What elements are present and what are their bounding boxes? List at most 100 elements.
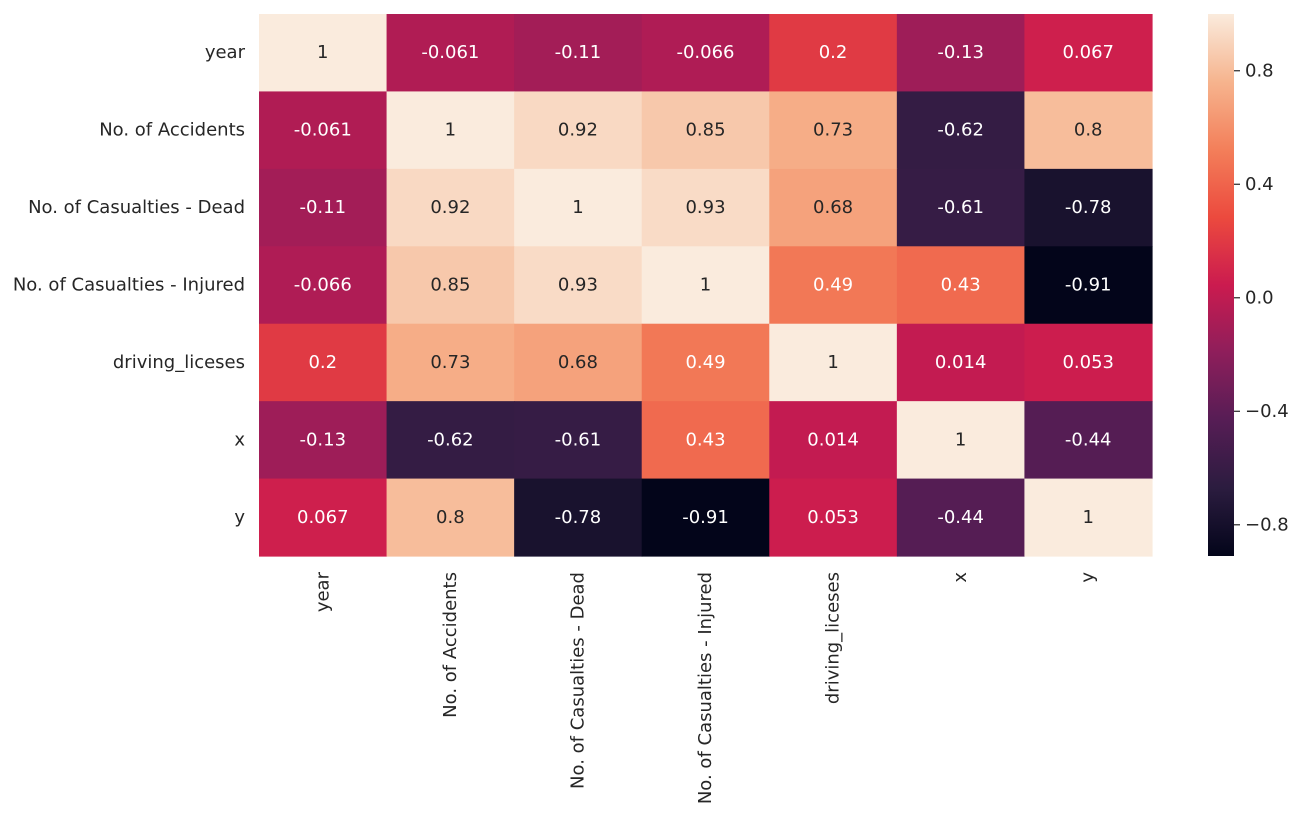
heatmap-cell <box>514 478 643 557</box>
heatmap-cell <box>641 91 770 170</box>
cell-annotation: 1 <box>700 275 711 296</box>
cell-annotation: 0.49 <box>685 352 725 373</box>
colorbar-tick-label: 0.4 <box>1245 174 1274 195</box>
cell-annotation: -0.61 <box>937 197 984 218</box>
heatmap-cell <box>386 168 515 247</box>
heatmap-cell <box>259 401 388 480</box>
cell-annotation: 0.92 <box>430 197 470 218</box>
row-label: y <box>234 507 245 528</box>
cell-annotation: -0.61 <box>555 429 602 450</box>
cell-annotation: 1 <box>827 352 838 373</box>
cell-annotation: -0.066 <box>294 275 352 296</box>
colorbar-tick-label: 0.0 <box>1245 287 1274 308</box>
cell-annotation: 0.8 <box>1074 120 1103 141</box>
row-label: x <box>234 429 245 450</box>
cell-annotation: 0.067 <box>1062 42 1114 63</box>
cell-annotation: -0.62 <box>427 429 474 450</box>
column-labels: year No. of Accidents No. of Casualties - … <box>312 571 1098 804</box>
heatmap-cell <box>769 478 898 557</box>
heatmap-cell <box>386 91 515 170</box>
row-label: No. of Accidents <box>99 120 245 141</box>
cell-annotation: 0.014 <box>935 352 987 373</box>
heatmap-cell <box>514 323 643 402</box>
heatmap-cell <box>896 323 1026 402</box>
cell-annotation: 0.85 <box>430 275 470 296</box>
heatmap-cell <box>386 246 515 325</box>
heatmap-cell <box>1024 168 1153 247</box>
heatmap-cell <box>641 246 770 325</box>
heatmap-cell <box>769 401 898 480</box>
cell-annotation: -0.91 <box>682 507 729 528</box>
colorbar-gradient <box>1208 14 1234 556</box>
colorbar-tick-label: 0.8 <box>1245 60 1274 81</box>
cell-annotation: 0.2 <box>819 42 848 63</box>
cell-annotation: 0.85 <box>685 120 725 141</box>
cell-annotation: -0.44 <box>937 507 984 528</box>
row-label: No. of Casualties - Dead <box>28 197 245 218</box>
heatmap-cell <box>769 246 898 325</box>
cell-annotation: -0.11 <box>555 42 602 63</box>
cell-annotation: -0.78 <box>1065 197 1112 218</box>
colorbar-tick-label: −0.4 <box>1245 401 1289 422</box>
cell-annotation: -0.11 <box>299 197 346 218</box>
cell-annotation: -0.62 <box>937 120 984 141</box>
column-label: year <box>312 571 333 612</box>
heatmap-cell <box>641 401 770 480</box>
row-label: No. of Casualties - Injured <box>13 275 245 296</box>
heatmap-cell <box>896 246 1026 325</box>
cell-annotation: -0.13 <box>299 429 346 450</box>
heatmap-cell <box>769 14 898 93</box>
heatmap-cell <box>514 91 643 170</box>
row-labels: year No. of Accidents No. of Casualties - … <box>13 42 246 528</box>
heatmap-cell <box>1024 14 1153 93</box>
heatmap-cell <box>769 168 898 247</box>
heatmap-cell <box>1024 323 1153 402</box>
heatmap-cell <box>386 323 515 402</box>
cell-annotation: 0.43 <box>685 429 725 450</box>
cell-annotation: 0.053 <box>1062 352 1114 373</box>
heatmap-cell <box>514 168 643 247</box>
cell-annotation: 0.93 <box>558 275 598 296</box>
heatmap-cell <box>259 14 388 93</box>
cell-annotation: -0.44 <box>1065 429 1112 450</box>
cell-annotation: 0.73 <box>430 352 470 373</box>
cell-annotation: -0.066 <box>676 42 734 63</box>
heatmap-cell <box>641 478 770 557</box>
cell-annotation: 0.43 <box>941 275 981 296</box>
cell-annotation: 0.014 <box>807 429 859 450</box>
column-label: x <box>950 572 971 583</box>
cell-annotation: 0.92 <box>558 120 598 141</box>
column-label: No. of Accidents <box>440 572 461 718</box>
cell-annotation: 0.68 <box>558 352 598 373</box>
cell-annotation: 0.8 <box>436 507 465 528</box>
row-label: year <box>205 42 246 63</box>
heatmap-cell <box>1024 91 1153 170</box>
heatmap-cell <box>1024 246 1153 325</box>
heatmap-cell <box>896 478 1026 557</box>
column-label: No. of Casualties - Injured <box>695 572 716 804</box>
cell-annotation: 0.49 <box>813 275 853 296</box>
cell-annotation: 0.73 <box>813 120 853 141</box>
column-label: No. of Casualties - Dead <box>567 572 588 789</box>
colorbar-ticks: 0.8 0.4 0.0 −0.4 −0.8 <box>1234 60 1289 535</box>
cell-annotation: -0.13 <box>937 42 984 63</box>
heatmap-cell <box>896 401 1026 480</box>
heatmap-cell <box>769 323 898 402</box>
column-label: y <box>1078 572 1099 583</box>
heatmap-cell <box>259 91 388 170</box>
column-label: driving_liceses <box>823 572 844 704</box>
heatmap-cell <box>641 14 770 93</box>
cell-annotation: 0.93 <box>685 197 725 218</box>
cell-annotation: 1 <box>572 197 583 218</box>
heatmap-cells: 1 -0.061 -0.11 -0.066 0.2 -0.13 0.067 -0.061 1 0.… <box>259 14 1153 557</box>
row-label: driving_liceses <box>113 352 245 373</box>
heatmap-cell <box>896 91 1026 170</box>
cell-annotation: 0.68 <box>813 197 853 218</box>
heatmap-cell <box>641 168 770 247</box>
cell-annotation: -0.91 <box>1065 275 1112 296</box>
heatmap-cell <box>386 401 515 480</box>
cell-annotation: -0.78 <box>555 507 602 528</box>
heatmap-cell <box>1024 401 1153 480</box>
heatmap-cell <box>259 478 388 557</box>
